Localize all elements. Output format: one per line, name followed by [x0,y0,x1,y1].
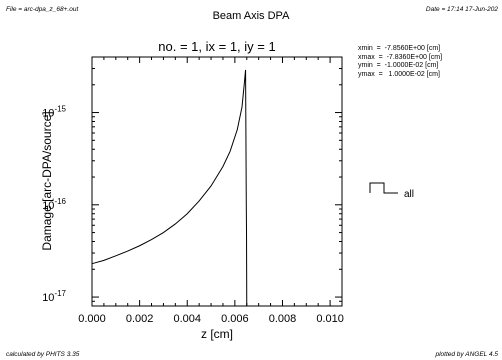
y-axis-label: Damage [arc-DPA/source] [40,111,54,250]
date-label: Date = 17:14 17-Jun-202 [425,6,498,13]
legend: all [369,182,414,200]
mesh-info-box: xmin = -7.8560E+00 [cm] xmax = -7.8360E+… [358,45,442,79]
plot-frame [91,56,343,307]
series-line-all [91,69,248,307]
page-title: Beam Axis DPA [212,10,290,22]
legend-label-all: all [404,189,414,200]
x-tick-label: 0.000 [78,313,106,325]
info-ymin: ymin = -1.0000E-02 [cm] [358,62,439,69]
footer-plotted-by: plotted by ANGEL 4.5 [435,351,498,358]
y-tick-label: 10-17 [42,289,66,304]
footer-calculated-by: calculated by PHITS 3.35 [6,351,80,358]
x-tick-label: 0.004 [173,313,201,325]
axis-tick-labels: 0.000 0.002 0.004 0.006 0.008 0.01010-1710-16… [42,105,344,325]
x-tick-label: 0.008 [269,313,297,325]
x-tick-label: 0.002 [126,313,154,325]
axis-ticks [91,56,342,307]
info-xmin: xmin = -7.8560E+00 [cm] [358,45,441,52]
x-tick-label: 0.006 [221,313,249,325]
legend-swatch-all [369,182,398,194]
file-label: File = arc-dpa_z_68+.out [6,6,79,13]
info-ymax: ymax = 1.0000E-02 [cm] [358,70,440,78]
info-xmax: xmax = -7.8360E+00 [cm] [358,53,443,61]
x-axis-label: z [cm] [201,327,233,341]
x-tick-label: 0.010 [316,313,344,325]
chart-title: no. = 1, ix = 1, iy = 1 [158,39,275,54]
